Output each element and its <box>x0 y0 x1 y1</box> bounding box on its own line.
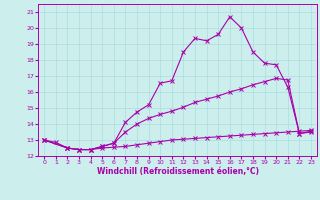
X-axis label: Windchill (Refroidissement éolien,°C): Windchill (Refroidissement éolien,°C) <box>97 167 259 176</box>
